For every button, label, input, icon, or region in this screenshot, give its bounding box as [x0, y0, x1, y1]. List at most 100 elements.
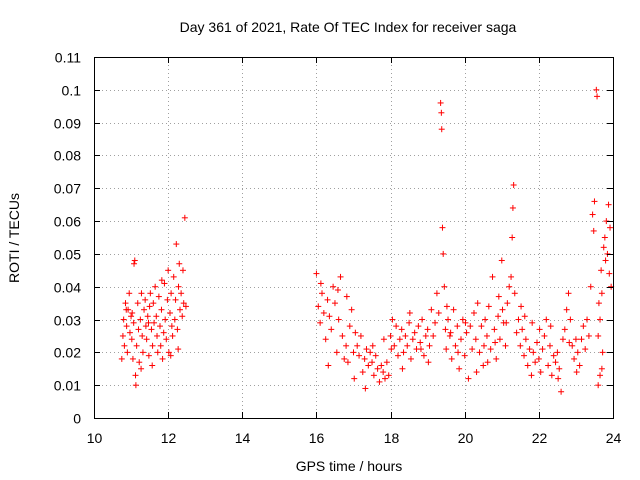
data-point [422, 332, 429, 339]
x-tick-label: 20 [458, 430, 474, 446]
y-tick-label: 0.07 [54, 181, 81, 197]
data-point [547, 323, 554, 330]
data-point [506, 283, 513, 290]
data-point [123, 323, 130, 330]
data-point [409, 336, 416, 343]
data-point [605, 201, 612, 208]
data-point [593, 86, 600, 93]
data-point [602, 257, 609, 264]
data-point [149, 362, 156, 369]
data-point [385, 372, 392, 379]
data-point [604, 250, 611, 257]
data-point [537, 369, 544, 376]
data-point [495, 313, 502, 320]
data-point [438, 126, 445, 133]
data-point [566, 339, 573, 346]
data-point [530, 349, 537, 356]
data-point [443, 346, 450, 353]
data-point [337, 273, 344, 280]
data-point [378, 362, 385, 369]
data-point [394, 352, 401, 359]
data-point [607, 224, 614, 231]
data-point [598, 365, 605, 372]
x-tick-label: 14 [235, 430, 251, 446]
data-point [411, 329, 418, 336]
data-point [541, 332, 548, 339]
data-point [406, 319, 413, 326]
y-tick-label: 0 [73, 411, 81, 427]
data-point [485, 303, 492, 310]
data-point [153, 313, 160, 320]
data-point [147, 290, 154, 297]
data-point [143, 336, 150, 343]
data-point [334, 287, 341, 294]
data-point [136, 359, 143, 366]
data-point [415, 323, 422, 330]
data-point [322, 336, 329, 343]
data-point [318, 290, 325, 297]
data-point [343, 293, 350, 300]
data-point [447, 329, 454, 336]
axis-ticks [94, 57, 614, 419]
y-tick-label: 0.11 [55, 50, 81, 66]
data-point [399, 365, 406, 372]
data-point [351, 375, 358, 382]
data-point [459, 316, 466, 323]
data-point [135, 326, 142, 333]
data-point [567, 316, 574, 323]
data-point [159, 355, 166, 362]
data-point [510, 181, 517, 188]
data-point [129, 309, 136, 316]
data-point [163, 336, 170, 343]
data-point [148, 326, 155, 333]
data-point [420, 352, 427, 359]
x-axis-title: GPS time / hours [296, 458, 403, 474]
data-point [400, 349, 407, 356]
data-point [181, 214, 188, 221]
chart-title: Day 361 of 2021, Rate Of TEC Index for r… [180, 19, 517, 35]
data-point [522, 336, 529, 343]
data-point [417, 339, 424, 346]
data-point [428, 306, 435, 313]
data-point [517, 342, 524, 349]
data-point [495, 293, 502, 300]
data-point [343, 342, 350, 349]
x-tick-label: 18 [384, 430, 400, 446]
data-point [320, 309, 327, 316]
data-point [165, 267, 172, 274]
data-point [150, 300, 157, 307]
data-point [595, 300, 602, 307]
data-point [162, 316, 169, 323]
data-point [519, 326, 526, 333]
data-point [363, 346, 370, 353]
data-point [528, 372, 535, 379]
data-point [524, 362, 531, 369]
data-point [534, 339, 541, 346]
data-point [119, 332, 126, 339]
data-point [470, 309, 477, 316]
data-point [594, 93, 601, 100]
data-point [165, 349, 172, 356]
data-point [158, 306, 165, 313]
data-point [546, 342, 553, 349]
data-point [374, 365, 381, 372]
data-point [589, 211, 596, 218]
data-point [425, 359, 432, 366]
y-tick-label: 0.08 [54, 148, 81, 164]
data-point [328, 326, 335, 333]
data-point [138, 290, 145, 297]
data-point [467, 323, 474, 330]
x-tick-label: 16 [309, 430, 325, 446]
data-point [388, 346, 395, 353]
data-point [515, 316, 522, 323]
data-point [179, 313, 186, 320]
x-tick-labels: 10 12 14 16 18 20 22 24 [87, 430, 622, 446]
data-point [472, 336, 479, 343]
data-point [179, 267, 186, 274]
data-point [452, 342, 459, 349]
data-point [157, 342, 164, 349]
data-point [139, 332, 146, 339]
data-point [550, 352, 557, 359]
data-point [177, 306, 184, 313]
